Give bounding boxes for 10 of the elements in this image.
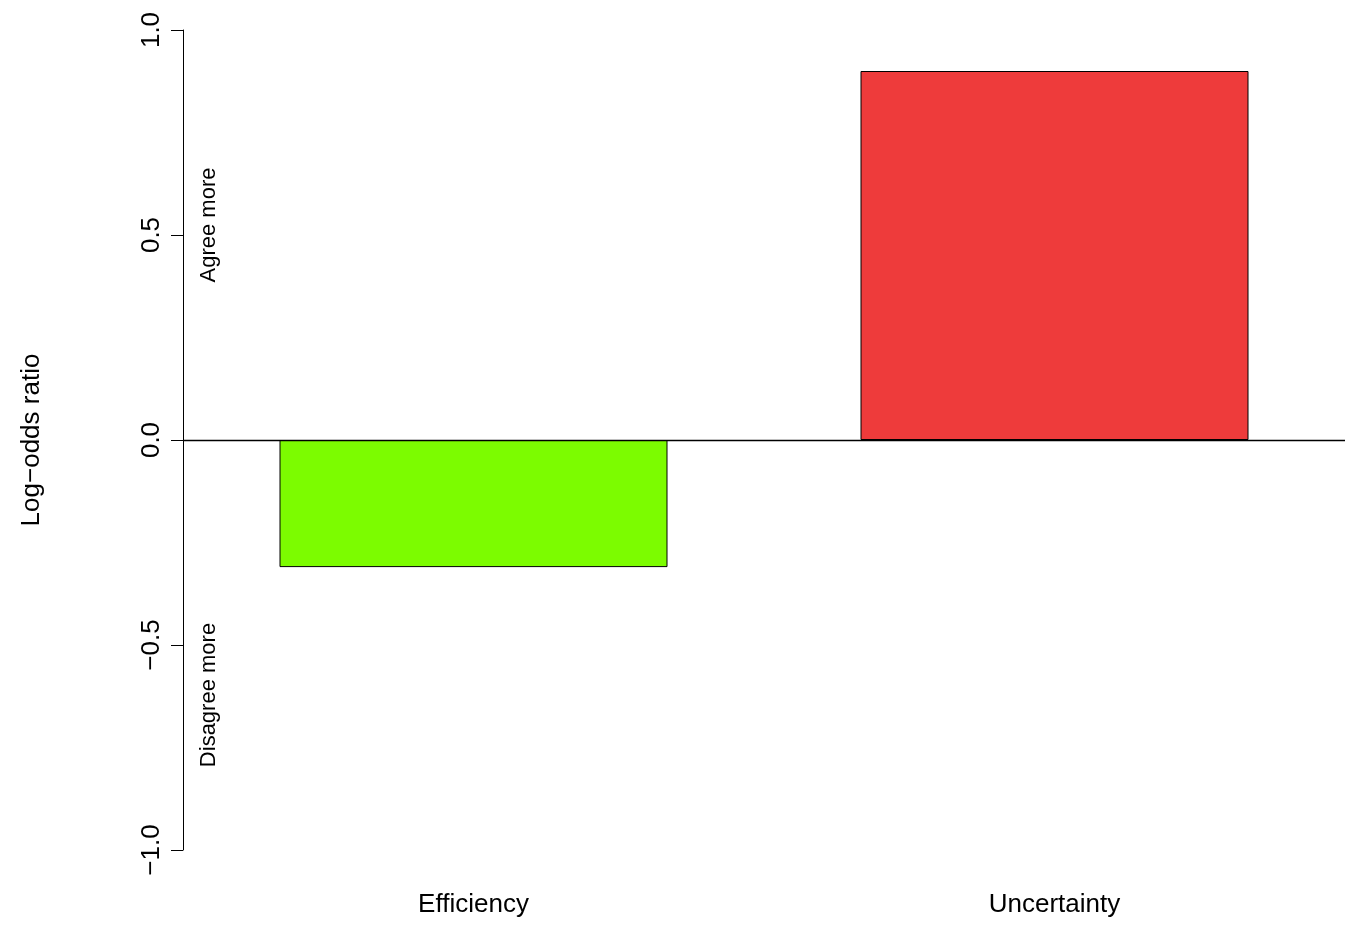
y-tick-label: 1.0 — [135, 11, 165, 49]
annotation: Disagree more — [194, 622, 220, 768]
y-axis-title: Log−odds ratio — [15, 353, 45, 527]
y-tick-label: 0.0 — [135, 421, 165, 459]
y-tick-label: −0.5 — [135, 619, 165, 671]
x-tick-label: Uncertainty — [988, 888, 1121, 918]
y-tick-label: 0.5 — [135, 216, 165, 254]
x-tick-label: Efficiency — [418, 888, 529, 918]
y-tick-label: −1.0 — [135, 824, 165, 876]
annotation: Agree more — [194, 167, 220, 283]
